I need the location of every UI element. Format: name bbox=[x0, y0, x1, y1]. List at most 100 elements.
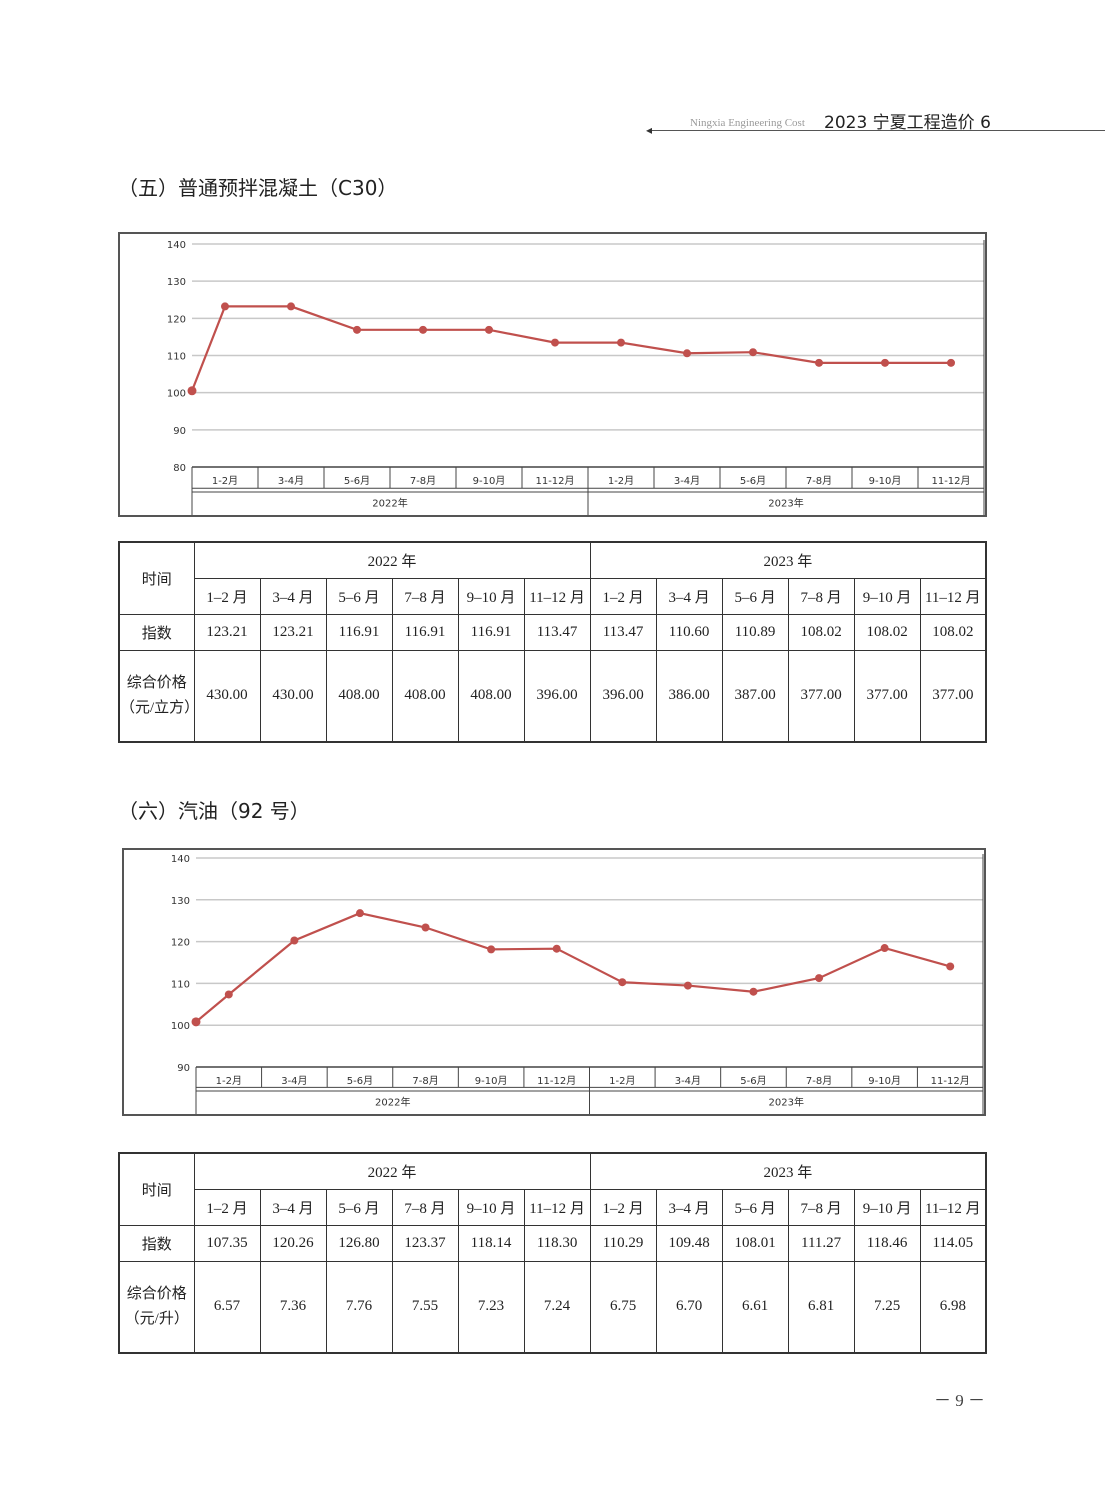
year-header: 2022 年 bbox=[193, 541, 591, 579]
price-cell: 7.76 bbox=[325, 1260, 393, 1354]
y-tick-label: 110 bbox=[167, 352, 186, 363]
x-tick-label: 7-8月 bbox=[806, 1075, 832, 1087]
data-point bbox=[551, 338, 559, 347]
price-cell: 6.70 bbox=[655, 1260, 723, 1354]
index-cell: 113.47 bbox=[523, 613, 591, 651]
index-cell: 116.91 bbox=[457, 613, 525, 651]
price-cell: 430.00 bbox=[259, 649, 327, 743]
x-tick-label: 5-6月 bbox=[344, 475, 370, 487]
index-cell: 118.46 bbox=[853, 1224, 921, 1262]
gasoline-index-chart: 90 100 110 120 130 140 1-2月 3-4月 5-6月 7-8月 9-10月 11… bbox=[122, 848, 986, 1116]
period-header: 3–4 月 bbox=[259, 1188, 327, 1226]
price-label-unit: （元/升） bbox=[124, 1310, 189, 1327]
period-header: 7–8 月 bbox=[391, 1188, 459, 1226]
y-tick-label: 90 bbox=[173, 426, 186, 437]
period-header: 5–6 月 bbox=[721, 1188, 789, 1226]
y-tick-label: 120 bbox=[167, 314, 186, 325]
data-point bbox=[487, 945, 496, 954]
x-tick-label: 1-2月 bbox=[609, 1075, 635, 1087]
price-cell: 408.00 bbox=[457, 649, 525, 743]
index-cell: 123.21 bbox=[193, 613, 261, 651]
period-header: 5–6 月 bbox=[721, 577, 789, 615]
index-cell: 118.30 bbox=[523, 1224, 591, 1262]
y-tick-label: 140 bbox=[167, 240, 186, 251]
data-point bbox=[224, 990, 233, 999]
period-header: 9–10 月 bbox=[457, 1188, 525, 1226]
data-point bbox=[749, 348, 757, 357]
x-tick-label: 1-2月 bbox=[216, 1075, 242, 1087]
price-cell: 377.00 bbox=[919, 649, 987, 743]
period-header: 1–2 月 bbox=[589, 1188, 657, 1226]
x-tick-label: 5-6月 bbox=[740, 475, 766, 487]
y-tick-label: 100 bbox=[167, 389, 186, 400]
index-cell: 123.37 bbox=[391, 1224, 459, 1262]
index-cell: 116.91 bbox=[391, 613, 459, 651]
price-cell: 7.25 bbox=[853, 1260, 921, 1354]
concrete-index-table: 时间 2022 年 2023 年 1–2 月 3–4 月 5–6 月 7–8 月 9–10 月… bbox=[118, 541, 988, 743]
index-cell: 118.14 bbox=[457, 1224, 525, 1262]
x-tick-label: 3-4月 bbox=[675, 1075, 701, 1087]
index-cell: 108.02 bbox=[919, 613, 987, 651]
data-point bbox=[485, 325, 493, 334]
price-cell: 7.24 bbox=[523, 1260, 591, 1354]
index-cell: 107.35 bbox=[193, 1224, 261, 1262]
y-tick-label: 130 bbox=[167, 277, 186, 288]
x-tick-label: 1-2月 bbox=[608, 475, 634, 487]
index-cell: 110.29 bbox=[589, 1224, 657, 1262]
data-point bbox=[221, 302, 229, 311]
x-tick-label: 3-4月 bbox=[278, 475, 304, 487]
data-point bbox=[881, 358, 889, 367]
period-header: 11–12 月 bbox=[919, 1188, 987, 1226]
index-cell: 126.80 bbox=[325, 1224, 393, 1262]
period-header: 11–12 月 bbox=[523, 577, 591, 615]
period-header: 3–4 月 bbox=[655, 577, 723, 615]
period-header: 7–8 月 bbox=[787, 1188, 855, 1226]
year-header: 2023 年 bbox=[589, 1152, 987, 1190]
x-tick-label: 9-10月 bbox=[868, 1075, 901, 1087]
gasoline-index-table: 时间 2022 年 2023 年 1–2 月 3–4 月 5–6 月 7–8 月 9–10 月… bbox=[118, 1152, 988, 1354]
period-header: 9–10 月 bbox=[457, 577, 525, 615]
price-cell: 377.00 bbox=[853, 649, 921, 743]
index-cell: 110.60 bbox=[655, 613, 723, 651]
x-tick-label: 1-2月 bbox=[212, 475, 238, 487]
period-header: 5–6 月 bbox=[325, 1188, 393, 1226]
data-point bbox=[419, 325, 427, 334]
index-cell: 123.21 bbox=[259, 613, 327, 651]
index-row-label: 指数 bbox=[118, 613, 195, 651]
data-point bbox=[815, 358, 823, 367]
y-tick-label: 90 bbox=[177, 1063, 190, 1074]
index-cell: 113.47 bbox=[589, 613, 657, 651]
data-point bbox=[683, 349, 691, 358]
x-tick-label: 7-8月 bbox=[806, 475, 832, 487]
price-cell: 7.23 bbox=[457, 1260, 525, 1354]
price-cell: 7.36 bbox=[259, 1260, 327, 1354]
journal-issue-title: 2023 宁夏工程造价 6 bbox=[824, 113, 991, 133]
price-label-line1: 综合价格 bbox=[126, 674, 187, 691]
period-header: 7–8 月 bbox=[391, 577, 459, 615]
x-tick-label: 11-12月 bbox=[931, 1075, 970, 1087]
data-point bbox=[617, 338, 625, 347]
data-point bbox=[287, 302, 295, 311]
data-point bbox=[355, 909, 364, 918]
price-cell: 6.61 bbox=[721, 1260, 789, 1354]
index-cell: 116.91 bbox=[325, 613, 393, 651]
chart-frame bbox=[118, 232, 987, 517]
arrow-left-icon: ◂ bbox=[646, 123, 653, 137]
x-tick-label: 9-10月 bbox=[869, 475, 902, 487]
price-label-line1: 综合价格 bbox=[126, 1285, 187, 1302]
price-cell: 430.00 bbox=[193, 649, 261, 743]
index-row-label: 指数 bbox=[118, 1224, 195, 1262]
y-tick-label: 100 bbox=[171, 1021, 190, 1032]
section-title-concrete: （五）普通预拌混凝土（C30） bbox=[118, 176, 398, 200]
year-header: 2022 年 bbox=[193, 1152, 591, 1190]
price-cell: 386.00 bbox=[655, 649, 723, 743]
data-point bbox=[683, 981, 692, 990]
index-cell: 120.26 bbox=[259, 1224, 327, 1262]
x-tick-label: 5-6月 bbox=[740, 1075, 766, 1087]
price-cell: 408.00 bbox=[325, 649, 393, 743]
x-group-label: 2023年 bbox=[768, 497, 803, 510]
index-cell: 108.01 bbox=[721, 1224, 789, 1262]
y-tick-label: 110 bbox=[171, 979, 190, 990]
time-header: 时间 bbox=[118, 1152, 195, 1226]
index-cell: 109.48 bbox=[655, 1224, 723, 1262]
